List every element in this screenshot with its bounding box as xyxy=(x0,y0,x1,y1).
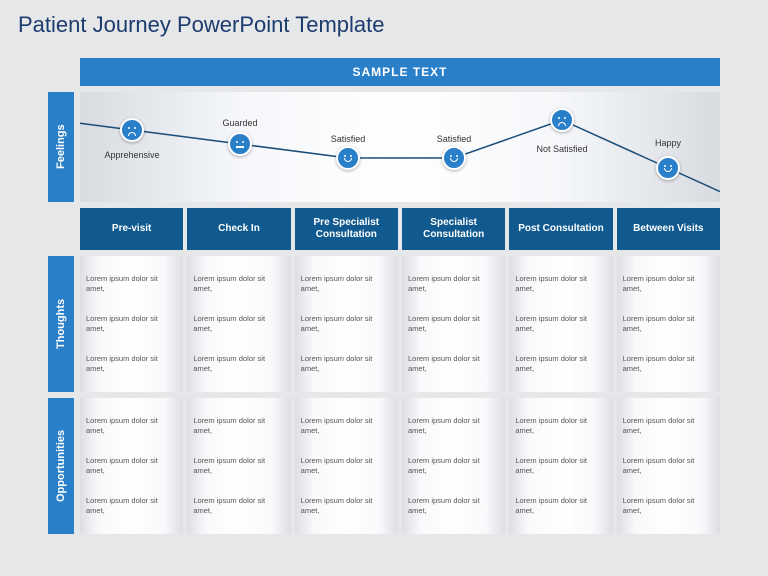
lorem-line: Lorem ipsum dolor sit amet, xyxy=(301,456,392,476)
lorem-line: Lorem ipsum dolor sit amet, xyxy=(301,274,392,294)
lorem-line: Lorem ipsum dolor sit amet, xyxy=(301,314,392,334)
lorem-line: Lorem ipsum dolor sit amet, xyxy=(408,274,499,294)
feeling-label-5: Happy xyxy=(655,138,681,148)
lorem-line: Lorem ipsum dolor sit amet, xyxy=(515,456,606,476)
lorem-line: Lorem ipsum dolor sit amet, xyxy=(86,274,177,294)
lorem-line: Lorem ipsum dolor sit amet, xyxy=(408,456,499,476)
opps-row-cell-0: Lorem ipsum dolor sit amet, Lorem ipsum d… xyxy=(80,398,183,534)
lorem-line: Lorem ipsum dolor sit amet, xyxy=(515,496,606,516)
lorem-line: Lorem ipsum dolor sit amet, xyxy=(515,314,606,334)
lorem-line: Lorem ipsum dolor sit amet, xyxy=(623,456,714,476)
lorem-line: Lorem ipsum dolor sit amet, xyxy=(86,354,177,374)
opportunities-row: Lorem ipsum dolor sit amet, Lorem ipsum d… xyxy=(80,398,720,534)
top-banner: SAMPLE TEXT xyxy=(80,58,720,86)
page-title: Patient Journey PowerPoint Template xyxy=(18,12,384,38)
feelings-chart: Apprehensive Guarded Satisfied Satisfied Not… xyxy=(80,92,720,202)
stage-header-2: Pre Specialist Consultation xyxy=(295,208,398,250)
stage-header-1: Check In xyxy=(187,208,290,250)
thoughts-row-cell-4: Lorem ipsum dolor sit amet, Lorem ipsum d… xyxy=(509,256,612,392)
thoughts-row-cell-5: Lorem ipsum dolor sit amet, Lorem ipsum d… xyxy=(617,256,720,392)
thoughts-row-cell-2: Lorem ipsum dolor sit amet, Lorem ipsum d… xyxy=(295,256,398,392)
thoughts-row: Lorem ipsum dolor sit amet, Lorem ipsum d… xyxy=(80,256,720,392)
side-label-feelings: Feelings xyxy=(48,92,74,202)
feeling-label-1: Guarded xyxy=(222,118,257,128)
lorem-line: Lorem ipsum dolor sit amet, xyxy=(301,354,392,374)
page-root: Patient Journey PowerPoint Template SAMP… xyxy=(0,0,768,576)
lorem-line: Lorem ipsum dolor sit amet, xyxy=(623,496,714,516)
stage-header-0: Pre-visit xyxy=(80,208,183,250)
stage-header-5: Between Visits xyxy=(617,208,720,250)
lorem-line: Lorem ipsum dolor sit amet, xyxy=(515,416,606,436)
feeling-emoji-1 xyxy=(228,132,252,156)
lorem-line: Lorem ipsum dolor sit amet, xyxy=(86,314,177,334)
lorem-line: Lorem ipsum dolor sit amet, xyxy=(408,416,499,436)
lorem-line: Lorem ipsum dolor sit amet, xyxy=(193,314,284,334)
feeling-emoji-3 xyxy=(442,146,466,170)
lorem-line: Lorem ipsum dolor sit amet, xyxy=(515,274,606,294)
lorem-line: Lorem ipsum dolor sit amet, xyxy=(301,496,392,516)
lorem-line: Lorem ipsum dolor sit amet, xyxy=(193,456,284,476)
lorem-line: Lorem ipsum dolor sit amet, xyxy=(623,274,714,294)
lorem-line: Lorem ipsum dolor sit amet, xyxy=(193,416,284,436)
lorem-line: Lorem ipsum dolor sit amet, xyxy=(623,314,714,334)
feelings-line-svg xyxy=(80,92,720,202)
lorem-line: Lorem ipsum dolor sit amet, xyxy=(193,354,284,374)
thoughts-row-cell-1: Lorem ipsum dolor sit amet, Lorem ipsum d… xyxy=(187,256,290,392)
side-label-opportunities: Opportunities xyxy=(48,398,74,534)
thoughts-row-cell-3: Lorem ipsum dolor sit amet, Lorem ipsum d… xyxy=(402,256,505,392)
lorem-line: Lorem ipsum dolor sit amet, xyxy=(86,416,177,436)
side-label-thoughts: Thoughts xyxy=(48,256,74,392)
lorem-line: Lorem ipsum dolor sit amet, xyxy=(86,456,177,476)
lorem-line: Lorem ipsum dolor sit amet, xyxy=(301,416,392,436)
lorem-line: Lorem ipsum dolor sit amet, xyxy=(193,496,284,516)
lorem-line: Lorem ipsum dolor sit amet, xyxy=(193,274,284,294)
lorem-line: Lorem ipsum dolor sit amet, xyxy=(623,354,714,374)
stage-header-3: Specialist Consultation xyxy=(402,208,505,250)
stage-headers-row: Pre-visitCheck InPre Specialist Consulta… xyxy=(80,208,720,250)
feeling-emoji-0 xyxy=(120,118,144,142)
feeling-label-4: Not Satisfied xyxy=(536,144,587,154)
feeling-label-0: Apprehensive xyxy=(104,150,159,160)
feeling-label-2: Satisfied xyxy=(331,134,366,144)
lorem-line: Lorem ipsum dolor sit amet, xyxy=(408,314,499,334)
opps-row-cell-3: Lorem ipsum dolor sit amet, Lorem ipsum d… xyxy=(402,398,505,534)
feeling-emoji-2 xyxy=(336,146,360,170)
lorem-line: Lorem ipsum dolor sit amet, xyxy=(623,416,714,436)
stage-header-4: Post Consultation xyxy=(509,208,612,250)
thoughts-row-cell-0: Lorem ipsum dolor sit amet, Lorem ipsum d… xyxy=(80,256,183,392)
lorem-line: Lorem ipsum dolor sit amet, xyxy=(86,496,177,516)
opps-row-cell-5: Lorem ipsum dolor sit amet, Lorem ipsum d… xyxy=(617,398,720,534)
lorem-line: Lorem ipsum dolor sit amet, xyxy=(515,354,606,374)
lorem-line: Lorem ipsum dolor sit amet, xyxy=(408,354,499,374)
feeling-emoji-5 xyxy=(656,156,680,180)
opps-row-cell-1: Lorem ipsum dolor sit amet, Lorem ipsum d… xyxy=(187,398,290,534)
opps-row-cell-4: Lorem ipsum dolor sit amet, Lorem ipsum d… xyxy=(509,398,612,534)
lorem-line: Lorem ipsum dolor sit amet, xyxy=(408,496,499,516)
feeling-label-3: Satisfied xyxy=(437,134,472,144)
feeling-emoji-4 xyxy=(550,108,574,132)
opps-row-cell-2: Lorem ipsum dolor sit amet, Lorem ipsum d… xyxy=(295,398,398,534)
